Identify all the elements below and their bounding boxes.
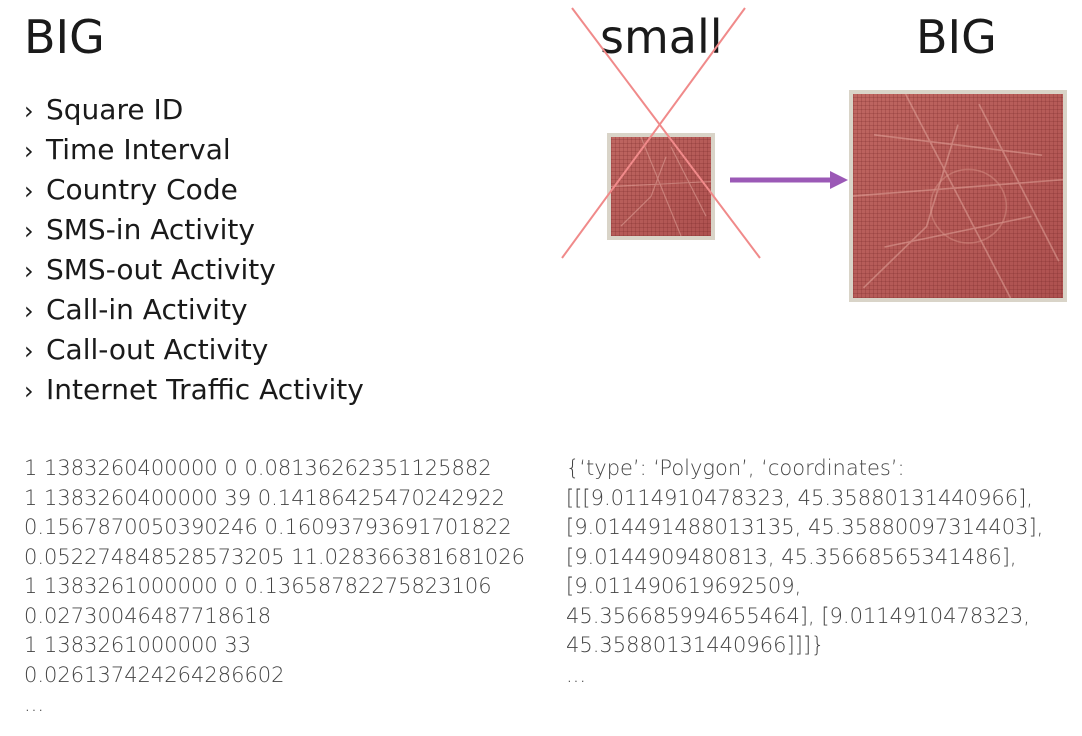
data-line: 45.35880131440966]]]} (566, 633, 825, 657)
chevron-right-icon: › (24, 97, 34, 125)
field-label: Internet Traffic Activity (46, 373, 364, 406)
list-item: › Call-out Activity (24, 330, 364, 370)
field-label: Country Code (46, 173, 238, 206)
list-item: › Internet Traffic Activity (24, 370, 364, 410)
data-line: ... (566, 662, 587, 687)
list-item: › Time Interval (24, 130, 364, 170)
field-label: SMS-out Activity (46, 253, 276, 286)
data-line: 1 1383260400000 0 0.08136262351125882 (24, 456, 492, 480)
chevron-right-icon: › (24, 177, 34, 205)
data-line: ... (24, 692, 45, 716)
list-item: › Square ID (24, 90, 364, 130)
data-line: 1 1383260400000 39 0.14186425470242922 (24, 485, 505, 510)
data-line: {‘type’: ‘Polygon’, ‘coordinates’: (566, 456, 905, 480)
data-line: 0.02730046487718618 (24, 603, 272, 628)
field-label: Square ID (46, 93, 184, 126)
title-big-left: BIG (24, 10, 105, 64)
list-item: › Call-in Activity (24, 290, 364, 330)
map-thumbnail-big (849, 90, 1067, 302)
data-line: 1 1383261000000 33 (24, 633, 252, 657)
arrow-head (830, 171, 848, 189)
title-big-right: BIG (916, 10, 997, 64)
field-label: Time Interval (46, 133, 231, 166)
data-line: 45.356685994655464], [9.0114910478323, (566, 603, 1030, 628)
field-label: SMS-in Activity (46, 213, 255, 246)
chevron-right-icon: › (24, 337, 34, 365)
data-line: 0.026137424264286602 (24, 662, 285, 687)
field-label: Call-out Activity (46, 333, 269, 366)
chevron-right-icon: › (24, 377, 34, 405)
data-line: [9.014491488013135, 45.35880097314403], (566, 515, 1044, 539)
field-list: › Square ID › Time Interval › Country Code … (24, 90, 364, 410)
data-line: [9.0144909480813, 45.35668565341486], (566, 544, 1017, 569)
title-small: small (600, 10, 723, 64)
data-line: [[[9.0114910478323, 45.35880131440966], (566, 485, 1033, 510)
chevron-right-icon: › (24, 257, 34, 285)
chevron-right-icon: › (24, 217, 34, 245)
field-label: Call-in Activity (46, 293, 248, 326)
raw-data-sample: 1 1383260400000 0 0.08136262351125882 1 … (24, 454, 525, 720)
list-item: › SMS-out Activity (24, 250, 364, 290)
data-line: 0.052274848528573205 11.028366381681026 (24, 544, 526, 569)
data-line: 0.1567870050390246 0.16093793691701822 (24, 515, 512, 539)
data-line: [9.011490619692509, (566, 574, 802, 598)
list-item: › Country Code (24, 170, 364, 210)
chevron-right-icon: › (24, 297, 34, 325)
data-line: 1 1383261000000 0 0.13658782275823106 (24, 574, 492, 598)
geojson-sample: {‘type’: ‘Polygon’, ‘coordinates’: [[[9.… (566, 454, 1043, 690)
chevron-right-icon: › (24, 137, 34, 165)
list-item: › SMS-in Activity (24, 210, 364, 250)
map-thumbnail-small (607, 133, 715, 240)
